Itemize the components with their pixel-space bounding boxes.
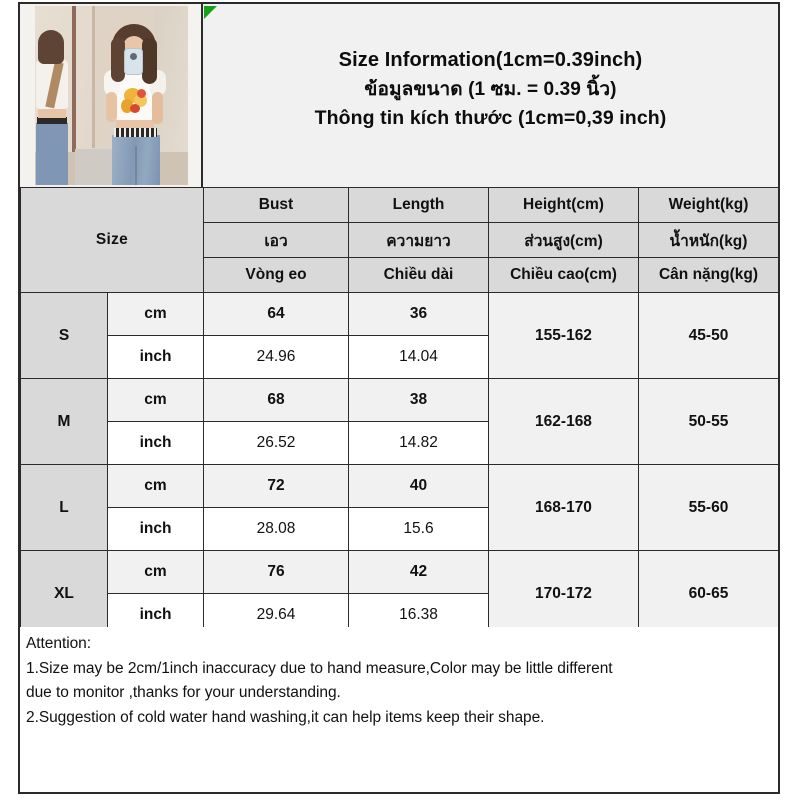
header-length-en: Length: [348, 187, 489, 223]
title-line-english: Size Information(1cm=0.39inch): [338, 49, 643, 71]
header-bust-en: Bust: [203, 187, 349, 223]
size-label-xl: XL: [20, 550, 108, 637]
header-band: Size Information(1cm=0.39inch) ข้อมูลขนา…: [20, 4, 778, 187]
header-bust-vi: Vòng eo: [203, 257, 349, 293]
weight-range-m: 50-55: [638, 378, 779, 465]
attention-line-3: 2.Suggestion of cold water hand washing,…: [26, 708, 545, 726]
table-row: inch 28.08 15.6: [21, 507, 779, 551]
unit-inch: inch: [107, 335, 204, 379]
table-row: L cm 72 40 168-170 55-60: [20, 464, 779, 551]
height-range-s: 155-162: [488, 292, 639, 379]
header-length-vi: Chiều dài: [348, 257, 489, 293]
table-row: S cm 64 36 155-162 45-50: [20, 292, 779, 379]
length-cm-m: 38: [348, 378, 489, 422]
header-height-th: ส่วนสูง(cm): [488, 222, 639, 258]
table-row: M cm 68 38 162-168 50-55: [20, 378, 779, 465]
weight-range-xl: 60-65: [638, 550, 779, 637]
header-bust-th: เอว: [203, 222, 349, 258]
header-weight-th: น้ำหนัก(kg): [638, 222, 779, 258]
size-label-m: M: [20, 378, 108, 465]
height-range-xl: 170-172: [488, 550, 639, 637]
size-label-s: S: [20, 292, 108, 379]
unit-cm: cm: [107, 378, 204, 422]
table-row: inch 24.96 14.04: [21, 335, 779, 379]
length-inch-s: 14.04: [348, 335, 489, 379]
size-label-l: L: [20, 464, 108, 551]
bust-cm-l: 72: [203, 464, 349, 508]
bust-inch-l: 28.08: [203, 507, 349, 551]
attention-block: Attention: 1.Size may be 2cm/1inch inacc…: [20, 627, 778, 730]
size-table: Size Bust Length Height(cm) Weight(kg) เ…: [20, 187, 779, 637]
header-height-vi: Chiều cao(cm): [488, 257, 639, 293]
title-block: Size Information(1cm=0.39inch) ข้อมูลขนา…: [203, 4, 778, 187]
unit-cm: cm: [107, 292, 204, 336]
table-header-row-thai: เอว ความยาว ส่วนสูง(cm) น้ำหนัก(kg): [21, 222, 779, 258]
header-length-th: ความยาว: [348, 222, 489, 258]
table-header-row-vietnamese: Vòng eo Chiều dài Chiều cao(cm) Cân nặng…: [21, 257, 779, 293]
length-cm-xl: 42: [348, 550, 489, 594]
bust-cm-s: 64: [203, 292, 349, 336]
header-weight-en: Weight(kg): [638, 187, 779, 223]
bust-inch-s: 24.96: [203, 335, 349, 379]
green-corner-marker: [204, 6, 217, 19]
attention-heading: Attention:: [26, 635, 91, 652]
length-inch-m: 14.82: [348, 421, 489, 465]
bust-cm-m: 68: [203, 378, 349, 422]
table-row: XL cm 76 42 170-172 60-65: [20, 550, 779, 637]
length-cm-l: 40: [348, 464, 489, 508]
height-range-l: 168-170: [488, 464, 639, 551]
header-size: Size: [20, 187, 204, 293]
weight-range-l: 55-60: [638, 464, 779, 551]
header-weight-vi: Cân nặng(kg): [638, 257, 779, 293]
chart-outer-frame: Size Information(1cm=0.39inch) ข้อมูลขนา…: [18, 2, 780, 794]
unit-cm: cm: [107, 550, 204, 594]
bust-inch-m: 26.52: [203, 421, 349, 465]
title-line-thai: ข้อมูลขนาด (1 ซม. = 0.39 นิ้ว): [364, 79, 617, 100]
unit-inch: inch: [107, 421, 204, 465]
length-inch-l: 15.6: [348, 507, 489, 551]
table-header-row-english: Size Bust Length Height(cm) Weight(kg): [20, 187, 779, 293]
weight-range-s: 45-50: [638, 292, 779, 379]
attention-line-1: 1.Size may be 2cm/1inch inaccuracy due t…: [26, 659, 613, 677]
header-height-en: Height(cm): [488, 187, 639, 223]
unit-cm: cm: [107, 464, 204, 508]
bust-cm-xl: 76: [203, 550, 349, 594]
unit-inch: inch: [107, 507, 204, 551]
length-cm-s: 36: [348, 292, 489, 336]
table-row: inch 26.52 14.82: [21, 421, 779, 465]
attention-line-2: due to monitor ,thanks for your understa…: [26, 684, 341, 701]
title-line-vietnamese: Thông tin kích thước (1cm=0,39 inch): [314, 107, 667, 129]
product-photo: [20, 4, 203, 187]
height-range-m: 162-168: [488, 378, 639, 465]
